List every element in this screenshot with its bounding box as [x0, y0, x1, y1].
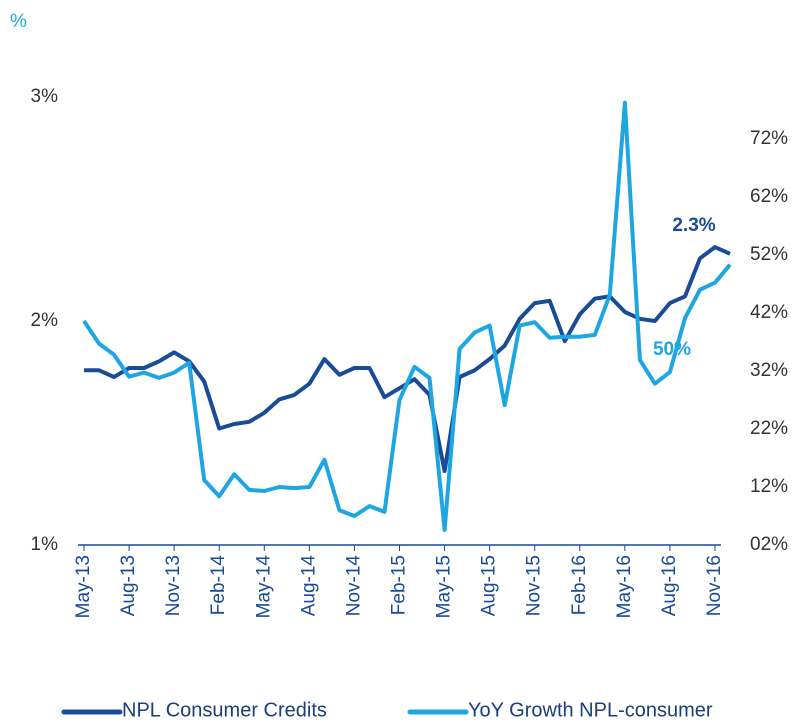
legend-label: NPL Consumer Credits	[122, 699, 327, 721]
y2-tick-label: 32%	[750, 360, 788, 381]
y-axis-label: %	[10, 11, 27, 32]
x-tick-label: Aug-14	[298, 555, 319, 617]
legend-label: YoY Growth NPL-consumer	[468, 699, 713, 721]
y2-tick-label: 62%	[750, 186, 788, 207]
x-tick-label: Aug-13	[118, 555, 139, 616]
series-line	[82, 100, 732, 532]
series-line	[84, 245, 731, 474]
x-tick-label: Nov-16	[704, 555, 725, 616]
y2-tick-label: 42%	[750, 302, 788, 323]
x-tick-label: May-15	[434, 555, 455, 618]
x-tick-label: May-13	[73, 555, 94, 618]
x-tick-label: Aug-16	[659, 555, 680, 616]
x-tick-label: May-14	[253, 555, 274, 619]
y2-tick-label: 02%	[750, 534, 788, 555]
x-tick-label: Feb-16	[569, 555, 590, 615]
y2-tick-label: 72%	[750, 128, 788, 149]
x-tick-label: Feb-14	[208, 555, 229, 616]
y-tick-label: 3%	[31, 86, 59, 107]
x-tick-label: Feb-15	[389, 555, 410, 615]
annotation: 2.3%	[672, 215, 715, 236]
x-tick-label: May-16	[614, 555, 635, 618]
annotation: 50%	[653, 339, 691, 360]
y-tick-label: 2%	[31, 310, 59, 331]
y2-tick-label: 12%	[750, 476, 788, 497]
y2-tick-label: 52%	[750, 244, 788, 265]
x-tick-label: Nov-14	[343, 555, 364, 617]
x-tick-label: Nov-15	[524, 555, 545, 616]
x-tick-label: Aug-15	[479, 555, 500, 616]
y-tick-label: 1%	[31, 534, 59, 555]
y2-tick-label: 22%	[750, 418, 788, 439]
x-tick-label: Nov-13	[163, 555, 184, 616]
